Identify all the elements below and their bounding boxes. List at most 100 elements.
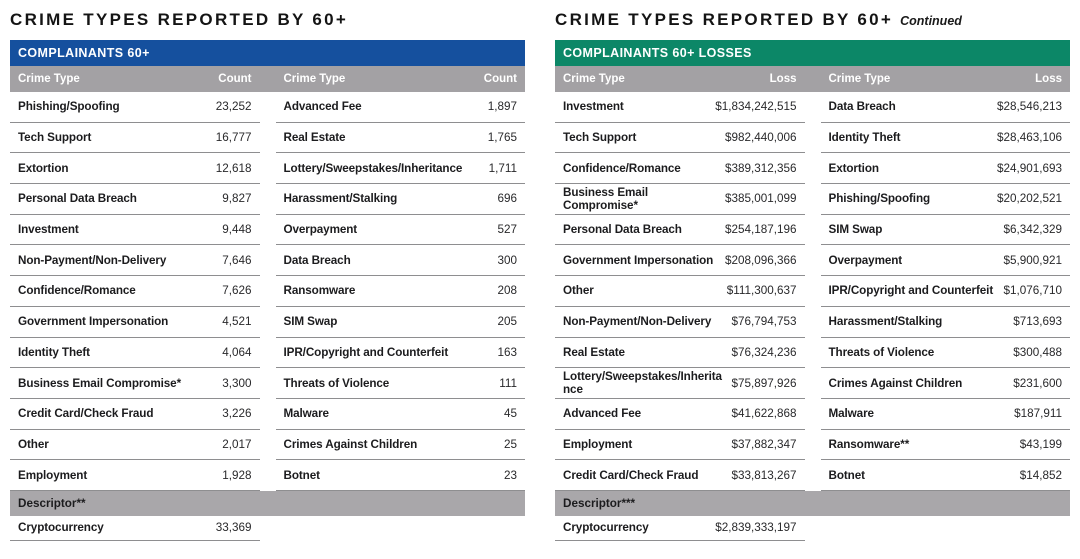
table-banner: COMPLAINANTS 60+ LOSSES <box>555 40 1070 66</box>
row-pair: Tech Support $982,440,006 <box>555 123 805 154</box>
row-pair: IPR/Copyright and Counterfeit $1,076,710 <box>820 276 1070 307</box>
count-cell: 3,226 <box>222 407 252 421</box>
table-row: Advanced Fee $41,622,868 Malware $187,911 <box>555 399 1070 430</box>
row-pair: SIM Swap 205 <box>275 307 525 338</box>
crime-type-cell: Personal Data Breach <box>18 192 137 206</box>
column-header-pair: Crime Type Loss <box>821 73 1071 85</box>
column-header-pair: Crime Type Loss <box>555 73 805 85</box>
crime-type-cell: Tech Support <box>563 131 637 145</box>
row-pair: Investment $1,834,242,515 <box>555 92 805 123</box>
crime-type-cell: Ransomware** <box>828 437 910 451</box>
crime-type-cell: Harassment/Stalking <box>828 315 943 329</box>
loss-cell: $43,199 <box>1019 437 1062 451</box>
crime-type-cell: Cryptocurrency <box>18 521 104 535</box>
loss-cell: $28,463,106 <box>997 131 1062 145</box>
crime-type-cell: Malware <box>828 407 875 421</box>
count-cell: 9,448 <box>222 223 252 237</box>
loss-cell: $389,312,356 <box>725 161 797 175</box>
loss-cell: $111,300,637 <box>726 284 797 298</box>
row-pair: Business Email Compromise* 3,300 <box>10 368 260 399</box>
count-cell: 25 <box>503 437 517 451</box>
crime-type-cell: IPR/Copyright and Counterfeit <box>283 345 449 359</box>
row-pair: Real Estate $76,324,236 <box>555 338 805 369</box>
crime-type-cell: Real Estate <box>283 131 346 145</box>
row-pair: Personal Data Breach 9,827 <box>10 184 260 215</box>
loss-cell: $75,897,926 <box>731 376 797 390</box>
crime-type-cell: Business Email Compromise* <box>18 376 182 390</box>
row-pair: Employment $37,882,347 <box>555 430 805 461</box>
row-pair: Other $111,300,637 <box>555 276 805 307</box>
count-cell: 4,521 <box>222 315 252 329</box>
crime-type-cell: Botnet <box>828 468 866 482</box>
row-pair: Phishing/Spoofing 23,252 <box>10 92 260 123</box>
column-header-crime-type: Crime Type <box>828 73 891 85</box>
table-row: Identity Theft 4,064 IPR/Copyright and Cou… <box>10 338 525 369</box>
crime-type-cell: Investment <box>18 223 79 237</box>
row-pair: Employment 1,928 <box>10 460 260 491</box>
row-pair: Personal Data Breach $254,187,196 <box>555 215 805 246</box>
crime-type-cell: Crimes Against Children <box>283 437 418 451</box>
count-cell: 16,777 <box>215 131 252 145</box>
loss-cell: $24,901,693 <box>997 161 1062 175</box>
crime-type-cell: Identity Theft <box>828 131 901 145</box>
crime-type-cell: Non-Payment/Non-Delivery <box>563 315 712 329</box>
crime-type-cell: Extortion <box>828 161 880 175</box>
table-row: Extortion 12,618 Lottery/Sweepstakes/Inher… <box>10 153 525 185</box>
loss-cell: $41,622,868 <box>731 407 797 421</box>
row-pair: Government Impersonation 4,521 <box>10 307 260 338</box>
row-pair: Real Estate 1,765 <box>275 123 525 154</box>
column-header-crime-type: Crime Type <box>18 73 80 85</box>
row-pair: Non-Payment/Non-Delivery $76,794,753 <box>555 307 805 338</box>
crime-type-cell: Non-Payment/Non-Delivery <box>18 253 167 267</box>
table-row: Lottery/Sweepstakes/Inheritance $75,897,9… <box>555 368 1070 399</box>
table-row: Tech Support $982,440,006 Identity Theft $2… <box>555 123 1070 154</box>
loss-cell: $6,342,329 <box>1003 223 1063 237</box>
loss-cell: $20,202,521 <box>997 192 1062 206</box>
row-pair: Data Breach $28,546,213 <box>820 92 1070 123</box>
crime-type-cell: Employment <box>18 468 88 482</box>
crime-type-cell: Lottery/Sweepstakes/Inheritance <box>563 370 722 397</box>
row-pair: Tech Support 16,777 <box>10 123 260 154</box>
row-pair: Identity Theft 4,064 <box>10 338 260 369</box>
crime-type-cell: Phishing/Spoofing <box>828 192 931 206</box>
row-pair: Malware 45 <box>275 399 525 430</box>
loss-cell: $28,546,213 <box>997 100 1062 114</box>
table-banner: COMPLAINANTS 60+ <box>10 40 525 66</box>
count-cell: 23 <box>503 468 517 482</box>
row-pair: SIM Swap $6,342,329 <box>820 215 1070 246</box>
crime-type-cell: Real Estate <box>563 345 625 359</box>
loss-cell: $5,900,921 <box>1003 253 1063 267</box>
count-cell: 45 <box>503 407 517 421</box>
row-pair: Botnet 23 <box>275 460 525 491</box>
column-header-crime-type: Crime Type <box>283 73 346 85</box>
count-cell: 9,827 <box>222 192 252 206</box>
table-row: Personal Data Breach $254,187,196 SIM Swap… <box>555 215 1070 246</box>
loss-cell: $14,852 <box>1019 468 1062 482</box>
crime-type-cell: Investment <box>563 100 624 114</box>
table-row: Employment 1,928 Botnet 23 <box>10 460 525 491</box>
table-row: Government Impersonation 4,521 SIM Swap 205 <box>10 307 525 338</box>
count-cell: 1,897 <box>487 100 517 114</box>
descriptor-row: Cryptocurrency $2,839,333,197 <box>555 516 1070 541</box>
count-cell: 1,928 <box>222 468 252 482</box>
crime-type-cell: Malware <box>283 407 330 421</box>
loss-cell: $33,813,267 <box>731 468 797 482</box>
count-cell: 12,618 <box>215 161 252 175</box>
count-cell: 696 <box>497 192 517 206</box>
row-pair: Extortion $24,901,693 <box>820 153 1070 185</box>
crime-type-cell: Data Breach <box>828 100 896 114</box>
crime-type-cell: IPR/Copyright and Counterfeit <box>828 284 994 298</box>
crime-type-cell: Business Email Compromise* <box>563 185 648 212</box>
descriptor-section-header: Descriptor*** <box>555 490 1070 516</box>
count-cell: 205 <box>497 315 517 329</box>
crime-type-cell: Phishing/Spoofing <box>18 100 120 114</box>
row-pair: Harassment/Stalking 696 <box>275 184 525 215</box>
table-row: Credit Card/Check Fraud $33,813,267 Botnet… <box>555 460 1070 491</box>
crime-type-cell: Botnet <box>283 468 321 482</box>
panel-title: CRIME TYPES REPORTED BY 60+ <box>10 8 525 32</box>
row-pair: Business Email Compromise* $385,001,099 <box>555 184 805 215</box>
crime-type-cell: Tech Support <box>18 131 92 145</box>
crime-type-cell: Threats of Violence <box>283 376 390 390</box>
row-pair: Ransomware** $43,199 <box>820 430 1070 461</box>
column-header-pair: Crime Type Count <box>276 73 526 85</box>
